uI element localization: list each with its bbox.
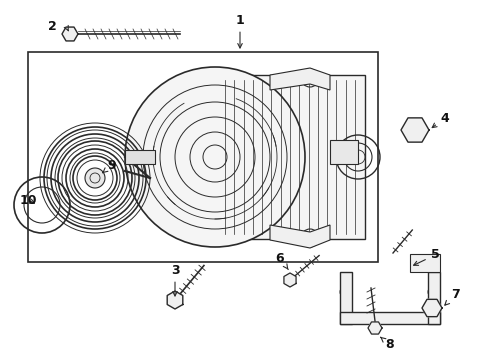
Text: 7: 7 [445,288,459,305]
Text: 4: 4 [432,112,449,127]
Polygon shape [368,322,382,334]
Circle shape [125,67,305,247]
Text: 9: 9 [103,158,116,173]
Polygon shape [401,118,429,142]
Bar [28,52,378,262]
Polygon shape [270,225,330,248]
Bar [215,75,365,239]
Text: 3: 3 [171,264,179,296]
Text: 1: 1 [236,14,245,48]
Polygon shape [62,27,78,41]
Text: 2: 2 [48,19,56,32]
Bar [410,254,440,272]
Text: 8: 8 [381,337,394,351]
Bar [428,272,440,324]
Polygon shape [167,291,183,309]
Bar [330,140,358,164]
Bar [340,272,352,324]
Polygon shape [270,68,330,90]
Bar [125,150,155,164]
Bar [340,312,440,324]
Polygon shape [422,299,442,317]
Polygon shape [284,273,296,287]
Text: 10: 10 [19,194,37,207]
Circle shape [85,168,105,188]
Text: 5: 5 [414,248,440,265]
Text: 6: 6 [276,252,288,270]
